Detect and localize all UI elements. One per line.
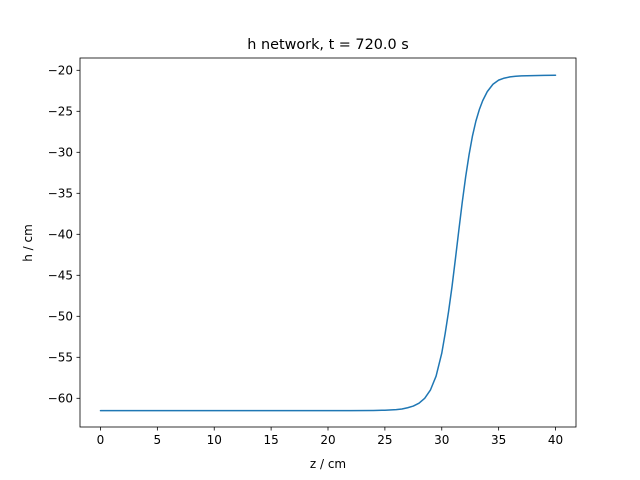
y-tick-label: −60 <box>48 391 73 405</box>
x-tick-label: 30 <box>434 433 449 447</box>
plot-area: 0 5 10 15 20 25 30 35 40 −60 −55 −50 −45 −40 −35 −30 −25… <box>48 57 577 447</box>
series-line-0 <box>99 74 557 412</box>
x-tick-label: 15 <box>263 433 278 447</box>
y-tick-label: −30 <box>48 145 73 159</box>
y-tick-label: −55 <box>48 350 73 364</box>
x-tick-label: 35 <box>491 433 506 447</box>
y-tick-label: −50 <box>48 309 73 323</box>
x-axis-label: z / cm <box>310 457 346 471</box>
chart-title: h network, t = 720.0 s <box>247 37 408 53</box>
x-tick-label: 5 <box>154 433 162 447</box>
y-tick-label: −45 <box>48 268 73 282</box>
x-tick-label: 20 <box>320 433 335 447</box>
y-tick-label: −25 <box>48 104 73 118</box>
x-tick-label: 0 <box>97 433 105 447</box>
x-tick-label: 40 <box>548 433 563 447</box>
axes-frame <box>79 57 577 428</box>
x-tick-label: 10 <box>207 433 222 447</box>
x-tick-label: 25 <box>377 433 392 447</box>
y-axis-label: h / cm <box>21 224 35 262</box>
y-tick-label: −40 <box>48 227 73 241</box>
y-tick-label: −20 <box>48 63 73 77</box>
y-tick-label: −35 <box>48 186 73 200</box>
